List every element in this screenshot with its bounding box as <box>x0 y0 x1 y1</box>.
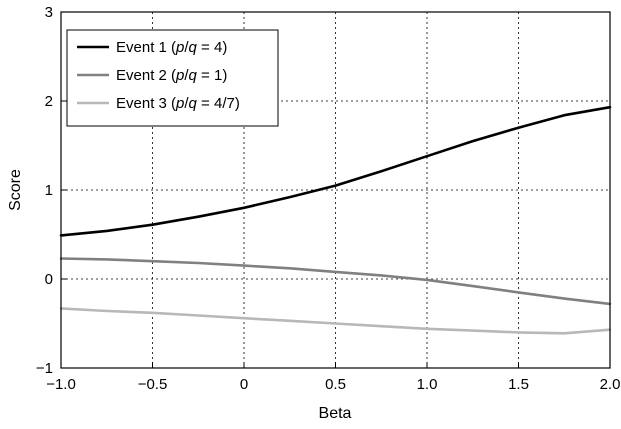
legend-label-event-2: Event 2 (p/q = 1) <box>116 67 227 84</box>
y-tick-label: 1 <box>45 182 53 199</box>
axis-ticks <box>60 11 611 369</box>
series-line-event-1 <box>59 105 612 237</box>
y-tick-label: 3 <box>45 4 53 21</box>
y-tick-label: 2 <box>45 93 53 110</box>
y-tick-label: −1 <box>36 360 53 377</box>
x-axis-label: Beta <box>319 405 352 422</box>
y-tick-label: 0 <box>45 271 53 288</box>
x-tick-label: 1.5 <box>508 376 529 393</box>
x-tick-label: 1.0 <box>417 376 438 393</box>
x-tick-label: −1.0 <box>46 376 76 393</box>
y-axis-label: Score <box>7 169 24 211</box>
x-tick-label: 2.0 <box>600 376 621 393</box>
x-tick-label: 0 <box>240 376 248 393</box>
legend-label-event-1: Event 1 (p/q = 4) <box>116 39 227 56</box>
series-line-event-2 <box>59 257 612 306</box>
x-tick-labels: −1.0 −0.5 0 0.5 1.0 1.5 2.0 <box>46 376 620 393</box>
legend-box <box>66 29 279 127</box>
x-tick-label: 0.5 <box>325 376 346 393</box>
y-tick-labels: −1 0 1 2 3 <box>36 4 53 377</box>
legend: Event 1 (p/q = 4) Event 2 (p/q = 1) Even… <box>66 29 279 127</box>
legend-label-event-3: Event 3 (p/q = 4/7) <box>116 95 240 112</box>
x-tick-label: −0.5 <box>138 376 168 393</box>
series-lines <box>59 105 612 335</box>
series-line-event-3 <box>59 307 612 335</box>
